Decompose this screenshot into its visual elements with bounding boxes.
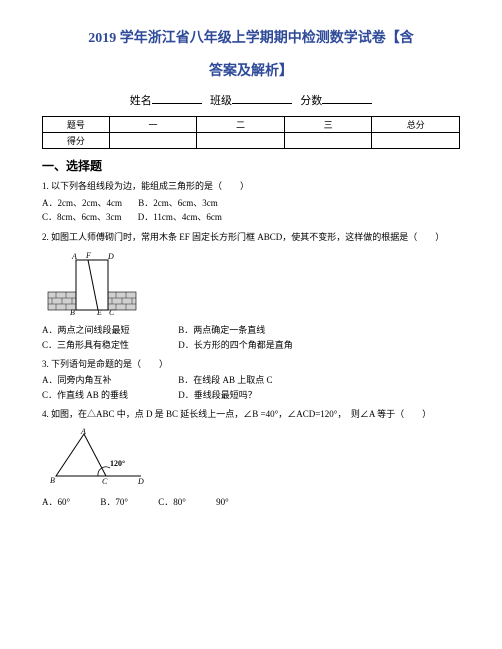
td-2 xyxy=(197,133,285,149)
question-4-figure: A B C D 120° xyxy=(46,426,460,493)
svg-text:A: A xyxy=(80,427,86,436)
q2-opt-c: C．三角形具有稳定性 xyxy=(42,338,162,352)
q4-opt-d: 90° xyxy=(216,495,229,509)
student-info: 姓名 班级 分数 xyxy=(42,92,460,108)
q3-opt-b: B．在线段 AB 上取点 C xyxy=(178,373,272,387)
table-header-row: 题号 一 二 三 总分 xyxy=(43,117,460,133)
name-label: 姓名 xyxy=(130,95,152,107)
svg-text:E: E xyxy=(96,308,102,316)
title-line2: 答案及解析】 xyxy=(42,60,460,80)
question-1-options: A．2cm、2cm、4cm B．2cm、6cm、3cm C．8cm、6cm、3c… xyxy=(42,196,460,225)
td-3 xyxy=(284,133,372,149)
q1-opt-c: C．8cm、6cm、3cm xyxy=(42,210,122,224)
q2-opt-a: A．两点之间线段最短 xyxy=(42,323,162,337)
th-total: 总分 xyxy=(372,117,460,133)
class-blank xyxy=(232,92,292,104)
q2-opt-b: B．两点确定一条直线 xyxy=(178,323,265,337)
q4-opt-a: A．60° xyxy=(42,495,70,509)
question-4-options: A．60° B．70° C．80° 90° xyxy=(42,495,460,509)
th-2: 二 xyxy=(197,117,285,133)
score-label: 分数 xyxy=(300,95,322,107)
name-blank xyxy=(152,92,202,104)
score-blank xyxy=(322,92,372,104)
q4-opt-c: C．80° xyxy=(158,495,186,509)
q3-opt-a: A．同旁内角互补 xyxy=(42,373,162,387)
question-3-options: A．同旁内角互补 B．在线段 AB 上取点 C C．作直线 AB 的垂线 D．垂… xyxy=(42,373,460,402)
svg-text:D: D xyxy=(107,252,114,261)
q4-opt-b: B．70° xyxy=(100,495,128,509)
question-2-figure: A F D B E C xyxy=(46,248,460,321)
svg-text:D: D xyxy=(137,477,144,486)
td-label: 得分 xyxy=(43,133,110,149)
svg-text:C: C xyxy=(109,308,115,316)
q3-opt-d: D．垂线段最短吗？ xyxy=(178,388,257,402)
section-1-title: 一、选择题 xyxy=(42,157,460,174)
question-1: 1. 以下列各组线段为边，能组成三角形的是（ ） xyxy=(42,180,460,194)
table-score-row: 得分 xyxy=(43,133,460,149)
question-2: 2. 如图工人师傅砌门时，常用木条 EF 固定长方形门框 ABCD，使其不变形，… xyxy=(42,231,460,245)
svg-text:F: F xyxy=(85,251,91,260)
q1-opt-d: D．11cm、4cm、6cm xyxy=(138,210,222,224)
th-3: 三 xyxy=(284,117,372,133)
q2-opt-d: D．长方形的四个角都是直角 xyxy=(178,338,293,352)
svg-text:C: C xyxy=(102,477,108,486)
q1-opt-b: B．2cm、6cm、3cm xyxy=(138,196,218,210)
question-2-options: A．两点之间线段最短 B．两点确定一条直线 C．三角形具有稳定性 D．长方形的四… xyxy=(42,323,460,352)
th-1: 一 xyxy=(109,117,197,133)
td-1 xyxy=(109,133,197,149)
svg-text:120°: 120° xyxy=(110,459,125,468)
svg-text:B: B xyxy=(70,308,75,316)
th-label: 题号 xyxy=(43,117,110,133)
svg-text:B: B xyxy=(50,476,55,485)
class-label: 班级 xyxy=(210,95,232,107)
score-table: 题号 一 二 三 总分 得分 xyxy=(42,116,460,149)
svg-text:A: A xyxy=(71,252,77,261)
q3-opt-c: C．作直线 AB 的垂线 xyxy=(42,388,162,402)
title-line1: 2019 学年浙江省八年级上学期期中检测数学试卷【含 xyxy=(42,28,460,50)
q1-opt-a: A．2cm、2cm、4cm xyxy=(42,196,122,210)
question-3: 3. 下列语句是命题的是（ ） xyxy=(42,358,460,372)
td-total xyxy=(372,133,460,149)
question-4: 4. 如图，在△ABC 中，点 D 是 BC 延长线上一点，∠B =40°，∠A… xyxy=(42,408,460,422)
